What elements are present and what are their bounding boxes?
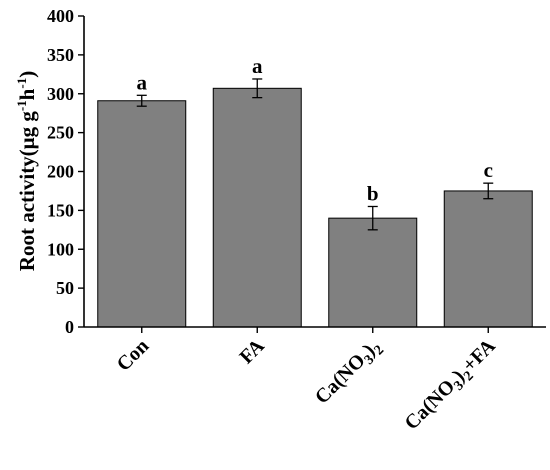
x-tick-label-4-part-1: Ca(NO	[401, 375, 460, 434]
significance-label-3: b	[367, 181, 379, 205]
y-tick-label-300: 300	[47, 84, 74, 104]
bars-group	[97, 87, 533, 328]
significance-label-1: a	[137, 70, 148, 94]
x-tick-label-1: Con	[113, 335, 154, 376]
error-bars-group	[136, 78, 494, 231]
x-tick-label-3: Ca(NO3)2	[311, 335, 387, 411]
bar-4	[443, 190, 533, 328]
y-tick-label-200: 200	[47, 162, 74, 182]
x-tick-labels-group: Con FA Ca(NO3)2Ca(NO3)2+FA	[113, 335, 503, 437]
bar-2	[212, 87, 302, 328]
significance-labels-group: a a b c	[137, 54, 493, 206]
y-axis-label-end: )	[15, 71, 39, 78]
x-axis-ticks-group	[141, 327, 489, 333]
y-axis-label-main: Root activity(μg g	[15, 111, 39, 272]
y-tick-label-50: 50	[56, 278, 74, 298]
y-axis-label-sup2: -1	[14, 78, 29, 89]
y-axis-label-mid: h	[15, 88, 39, 100]
bar-3	[328, 217, 418, 328]
y-axis-label-sup1: -1	[14, 100, 29, 111]
significance-label-2: a	[252, 54, 263, 78]
x-tick-label-4: Ca(NO3)2+FA	[401, 335, 503, 437]
y-tick-label-250: 250	[47, 123, 74, 143]
bar-1	[97, 100, 187, 328]
significance-label-4: c	[484, 158, 493, 182]
y-tick-label-350: 350	[47, 45, 74, 65]
y-tick-label-150: 150	[47, 200, 74, 220]
y-tick-label-100: 100	[47, 239, 74, 259]
y-tick-label-0: 0	[65, 317, 74, 337]
y-tick-label-400: 400	[47, 6, 74, 26]
y-axis-label: Root activity(μg g-1h-1)	[14, 71, 39, 271]
x-tick-label-2: FA	[235, 335, 269, 369]
x-tick-label-3-part-1: Ca(NO	[311, 350, 370, 409]
y-axis-ticks-group: 0 50 100 150 200 250 300 350 400	[47, 6, 84, 337]
